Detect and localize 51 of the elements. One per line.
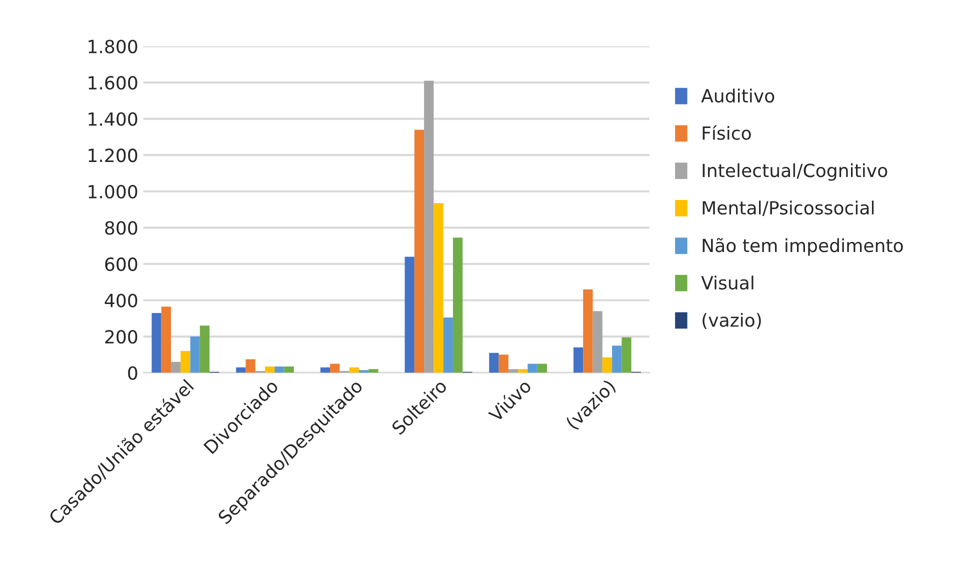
y-tick-label: 400 xyxy=(104,294,138,308)
bar xyxy=(528,364,538,373)
bar xyxy=(152,312,162,373)
bar xyxy=(489,352,499,373)
legend-label: Não tem impedimento xyxy=(702,238,903,256)
bar xyxy=(452,238,463,373)
bar xyxy=(264,366,275,373)
bar xyxy=(330,364,340,373)
legend-label: Intelectual/Cognitivo xyxy=(702,163,888,181)
bar xyxy=(622,337,632,373)
bar xyxy=(284,366,294,373)
bar xyxy=(592,311,602,373)
bar xyxy=(170,362,181,373)
bar xyxy=(518,369,528,373)
bar xyxy=(200,326,210,373)
bar xyxy=(612,346,622,373)
bar xyxy=(190,336,200,373)
bar xyxy=(498,354,508,373)
bar xyxy=(404,256,414,373)
y-tick-label: 1.000 xyxy=(88,184,138,198)
bar xyxy=(236,367,246,373)
legend-label: Auditivo xyxy=(701,88,774,103)
bar xyxy=(434,203,444,373)
legend-label: Visual xyxy=(701,276,754,290)
y-tick-label: 600 xyxy=(105,257,138,272)
y-tick-label: 1.800 xyxy=(88,40,138,54)
y-tick-label: 1.200 xyxy=(88,148,138,162)
legend-label: Físico xyxy=(702,125,751,140)
bar xyxy=(537,364,547,373)
bar xyxy=(414,130,424,373)
y-tick-label: 0 xyxy=(128,366,138,380)
bar xyxy=(180,351,190,373)
bar xyxy=(368,369,378,373)
bar xyxy=(358,370,369,373)
bar xyxy=(424,80,434,373)
y-tick-label: 200 xyxy=(105,330,138,344)
legend-label: (vazio) xyxy=(702,312,761,330)
y-tick-label: 1.400 xyxy=(88,112,138,126)
bar xyxy=(320,367,330,373)
bar xyxy=(573,347,584,373)
y-tick-label: 1.600 xyxy=(88,76,138,90)
legend-label: Mental/Psicossocial xyxy=(702,200,874,216)
bar xyxy=(602,357,612,373)
y-tick-label: 800 xyxy=(105,221,138,235)
bar xyxy=(274,366,284,373)
bar xyxy=(161,306,171,373)
bar xyxy=(443,317,453,373)
bar xyxy=(583,289,593,373)
bar xyxy=(508,369,518,373)
bar xyxy=(349,367,359,373)
bar xyxy=(246,359,256,373)
